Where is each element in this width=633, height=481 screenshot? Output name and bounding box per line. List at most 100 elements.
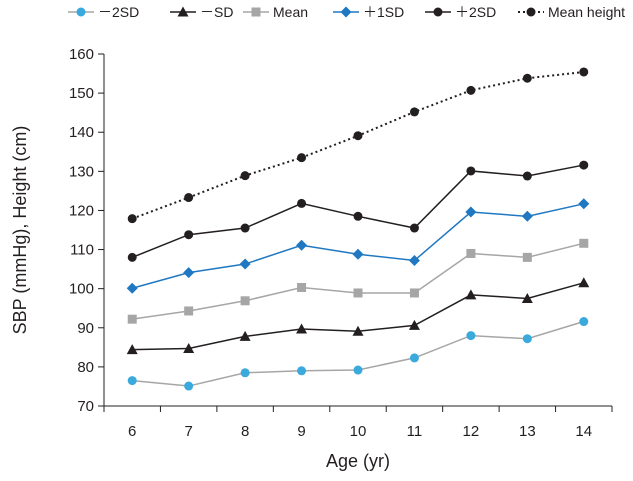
y-axis-ticks: 70 80 90 100 110 120 130 140 150 160	[69, 46, 104, 415]
data-point	[579, 67, 589, 77]
x-tick-label: 7	[184, 423, 192, 440]
data-point	[521, 210, 533, 222]
legend-label: Mean	[273, 4, 308, 20]
legend-item: ＋2SD	[425, 4, 496, 20]
data-point	[466, 248, 476, 258]
series-1sd	[126, 198, 590, 294]
data-point	[522, 171, 532, 181]
data-point	[578, 277, 590, 288]
data-point	[127, 314, 137, 324]
data-point	[126, 282, 138, 294]
data-point	[521, 292, 533, 303]
data-point	[297, 198, 307, 208]
data-point	[466, 85, 476, 95]
y-tick-label: 160	[69, 46, 94, 63]
x-axis-ticks: 6 7 8 9 10 11 12 13 14	[103, 406, 613, 440]
data-point	[409, 353, 419, 363]
data-point	[353, 288, 363, 298]
series-sd	[126, 277, 590, 355]
legend-item: －2SD	[68, 4, 139, 20]
y-tick-label: 100	[69, 281, 94, 298]
y-tick-label: 140	[69, 124, 94, 141]
legend-label: －2SD	[98, 4, 139, 20]
data-point	[296, 323, 308, 334]
y-tick-label: 150	[69, 85, 94, 102]
data-point	[240, 296, 250, 306]
series-2sd	[127, 317, 589, 391]
data-point	[409, 223, 419, 233]
data-point	[240, 368, 250, 378]
y-tick-label: 80	[77, 359, 94, 376]
data-point	[297, 153, 307, 163]
y-tick-label: 70	[77, 398, 94, 415]
data-point	[184, 381, 194, 391]
series-mean-height	[127, 67, 589, 224]
legend-label: ＋1SD	[363, 4, 404, 20]
y-tick-label: 120	[69, 202, 94, 219]
data-point	[297, 282, 307, 292]
y-tick-label: 90	[77, 320, 94, 337]
data-point	[240, 223, 250, 233]
legend-marker	[526, 7, 536, 17]
data-point	[466, 331, 476, 341]
x-tick-label: 12	[463, 423, 480, 440]
legend-marker	[177, 6, 189, 17]
data-point	[127, 214, 137, 224]
data-point	[126, 344, 138, 355]
data-point	[408, 319, 420, 330]
data-point	[183, 267, 195, 279]
y-tick-label: 130	[69, 163, 94, 180]
legend-label: Mean height	[548, 4, 625, 20]
data-point	[127, 376, 137, 386]
legend-item: Mean	[243, 4, 308, 20]
y-axis-title: SBP (mmHg), Height (cm)	[10, 126, 30, 335]
series-line	[131, 164, 584, 259]
data-point	[353, 365, 363, 375]
x-tick-label: 13	[519, 423, 536, 440]
x-tick-label: 10	[350, 423, 367, 440]
data-point	[522, 334, 532, 344]
y-tick-label: 110	[70, 242, 94, 259]
data-point	[296, 239, 308, 251]
data-point	[353, 131, 363, 141]
data-point	[184, 306, 194, 316]
data-point	[352, 248, 364, 260]
legend-label: ＋2SD	[455, 4, 496, 20]
legend-marker	[251, 7, 261, 17]
x-tick-label: 8	[241, 423, 249, 440]
data-point	[352, 325, 364, 336]
data-point	[239, 258, 251, 270]
legend-marker	[433, 7, 443, 17]
data-point	[409, 288, 419, 298]
legend-marker	[340, 6, 352, 18]
x-tick-label: 6	[128, 423, 136, 440]
data-point	[522, 252, 532, 262]
data-point	[579, 238, 589, 248]
x-tick-label: 11	[407, 423, 423, 440]
data-point	[465, 206, 477, 218]
series-2sd	[127, 160, 589, 262]
data-point	[465, 289, 477, 300]
data-point	[579, 160, 589, 170]
legend: －2SD －SD Mean ＋1SD ＋2SD Mean height	[68, 4, 625, 20]
data-point	[239, 330, 251, 341]
data-point	[184, 193, 194, 203]
legend-label: －SD	[200, 4, 233, 20]
x-tick-label: 14	[575, 423, 592, 440]
legend-item: －SD	[170, 4, 233, 20]
data-point	[297, 366, 307, 376]
data-point	[408, 255, 420, 267]
x-tick-label: 9	[297, 423, 305, 440]
series-mean	[127, 238, 589, 324]
series-layer	[126, 67, 590, 391]
data-point	[409, 107, 419, 117]
legend-item: ＋1SD	[333, 4, 404, 20]
data-point	[183, 343, 195, 354]
plot-area: 70 80 90 100 110 120 130 140 150 160 6 7 8 9 10 11 12 13…	[69, 46, 613, 440]
data-point	[353, 211, 363, 221]
data-point	[579, 317, 589, 327]
data-point	[466, 166, 476, 176]
legend-item: Mean height	[518, 4, 625, 20]
